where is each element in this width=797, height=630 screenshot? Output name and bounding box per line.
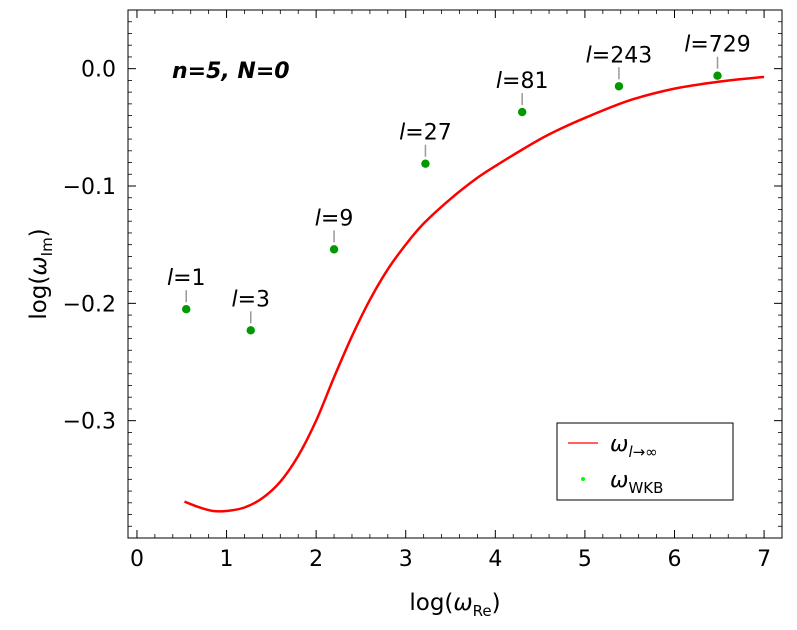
series-line-omega-l-inf bbox=[183, 75, 765, 513]
x-tick-label: 1 bbox=[220, 547, 234, 572]
axis-ticks bbox=[128, 9, 783, 538]
annotation-l-symbol: l bbox=[167, 266, 173, 291]
legend-entry-omega-wkb: ωWKB bbox=[610, 468, 663, 497]
legend-point-swatch bbox=[581, 477, 585, 481]
data-point-wkb bbox=[421, 159, 430, 168]
data-point-wkb bbox=[517, 107, 527, 117]
legend: ωl→∞ ωWKB bbox=[556, 422, 734, 501]
plot-frame bbox=[127, 9, 783, 539]
legend-entry-omega-wkb-symbol: ω bbox=[610, 468, 628, 493]
data-point-wkb bbox=[713, 71, 722, 80]
data-point-wkb bbox=[182, 305, 191, 314]
axis-tick-labels: 0 1 2 3 4 5 6 7 −0.3 −0.2 −0.1 0.0 bbox=[63, 58, 772, 572]
data-point-wkb bbox=[614, 82, 624, 91]
x-tick-label: 2 bbox=[309, 547, 323, 572]
x-tick-label: 3 bbox=[399, 547, 413, 572]
x-tick-label: 4 bbox=[488, 547, 502, 572]
legend-entry-omega-wkb-sub: WKB bbox=[628, 479, 663, 497]
annotation-value: =243 bbox=[592, 43, 652, 68]
x-tick-label: 7 bbox=[757, 547, 771, 572]
annotation-l-symbol: l bbox=[684, 33, 690, 58]
annotation-value: =81 bbox=[502, 69, 548, 94]
x-axis-title-symbol: ω bbox=[453, 590, 472, 616]
annotation-value: =729 bbox=[690, 33, 750, 58]
legend-entry-omega-l-inf-sub: l→∞ bbox=[628, 443, 657, 461]
annotation-l-symbol: l bbox=[315, 206, 321, 231]
annotation-l-symbol: l bbox=[231, 287, 237, 312]
annotation-value: =1 bbox=[173, 266, 205, 291]
y-axis-title-suffix: ) bbox=[26, 228, 52, 237]
y-axis-title-prefix: log( bbox=[26, 276, 52, 320]
point-annotation-label: l=729 bbox=[684, 33, 751, 58]
annotation-value: =9 bbox=[321, 206, 353, 231]
y-axis-title-symbol: ω bbox=[26, 256, 52, 275]
y-axis-title-sub: Im bbox=[38, 237, 56, 256]
inset-label: n=5, N=0 bbox=[172, 59, 290, 84]
point-annotation-label: l=81 bbox=[496, 69, 549, 94]
legend-box bbox=[556, 422, 734, 501]
x-tick-label: 0 bbox=[130, 547, 144, 572]
point-annotation-label: l=27 bbox=[399, 121, 452, 146]
x-tick-label: 6 bbox=[667, 547, 681, 572]
x-axis-title: log(ωRe) bbox=[409, 590, 500, 620]
point-annotation-label: l=243 bbox=[586, 43, 653, 68]
annotation-value: =27 bbox=[405, 121, 451, 146]
point-annotations: l=1l=3l=9l=27l=81l=243 l=729 bbox=[167, 33, 751, 324]
x-axis-title-sub: Re bbox=[473, 602, 492, 620]
legend-entry-omega-l-inf: ωl→∞ bbox=[610, 432, 658, 461]
data-point-wkb bbox=[246, 326, 255, 335]
x-tick-label: 5 bbox=[578, 547, 592, 572]
annotation-l-symbol: l bbox=[496, 69, 502, 94]
point-annotation-label: l=3 bbox=[231, 287, 270, 312]
y-axis-title: log(ωIm) bbox=[26, 228, 56, 319]
point-annotation-label: l=1 bbox=[167, 266, 206, 291]
y-tick-label: −0.3 bbox=[63, 410, 116, 435]
annotation-l-symbol: l bbox=[586, 43, 592, 68]
x-axis-title-prefix: log( bbox=[409, 590, 453, 616]
y-tick-label: −0.1 bbox=[63, 175, 116, 200]
x-axis-title-suffix: ) bbox=[492, 590, 501, 616]
series-points-omega-wkb bbox=[182, 71, 722, 335]
legend-entry-omega-l-inf-symbol: ω bbox=[610, 432, 628, 457]
y-tick-label: −0.2 bbox=[63, 292, 116, 317]
annotation-value: =3 bbox=[238, 287, 270, 312]
point-annotation-label: l=9 bbox=[315, 206, 354, 231]
data-point-wkb bbox=[329, 245, 339, 254]
annotation-l-symbol: l bbox=[399, 121, 405, 146]
y-tick-label: 0.0 bbox=[81, 58, 116, 83]
